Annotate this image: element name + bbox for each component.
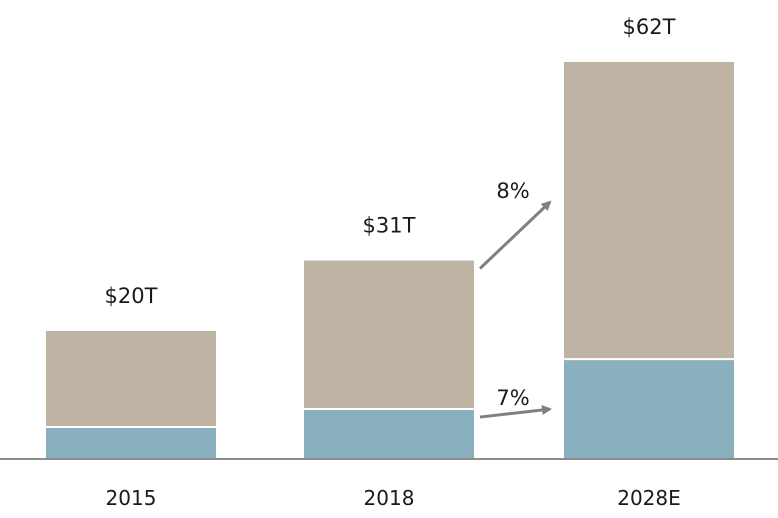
labels-group: $20T 2015 $31T 2018 $62T 2028E: [105, 15, 681, 510]
growth-arrows-group: 8% 7%: [478, 179, 552, 419]
bar-segment-2028e-s1: [564, 62, 734, 360]
bar-segment-2028e-s0: [564, 359, 734, 459]
total-label-2028e: $62T: [623, 15, 676, 39]
x-tick-label-2018: 2018: [364, 486, 415, 510]
growth-arrow-7pct: [479, 405, 552, 419]
x-tick-label-2015: 2015: [106, 486, 157, 510]
bar-segment-2018-s1: [304, 260, 474, 410]
total-label-2015: $20T: [105, 284, 158, 308]
bar-segment-2015-s1: [46, 330, 216, 427]
growth-label-8pct: 8%: [496, 179, 529, 203]
x-tick-label-2028e: 2028E: [617, 486, 681, 510]
bar-segment-2018-s0: [304, 409, 474, 459]
growth-label-7pct: 7%: [496, 386, 529, 410]
bar-segment-2015-s0: [46, 426, 216, 459]
growth-arrow-8pct: [478, 200, 552, 270]
bars-group: [46, 62, 734, 459]
total-label-2018: $31T: [363, 214, 416, 238]
